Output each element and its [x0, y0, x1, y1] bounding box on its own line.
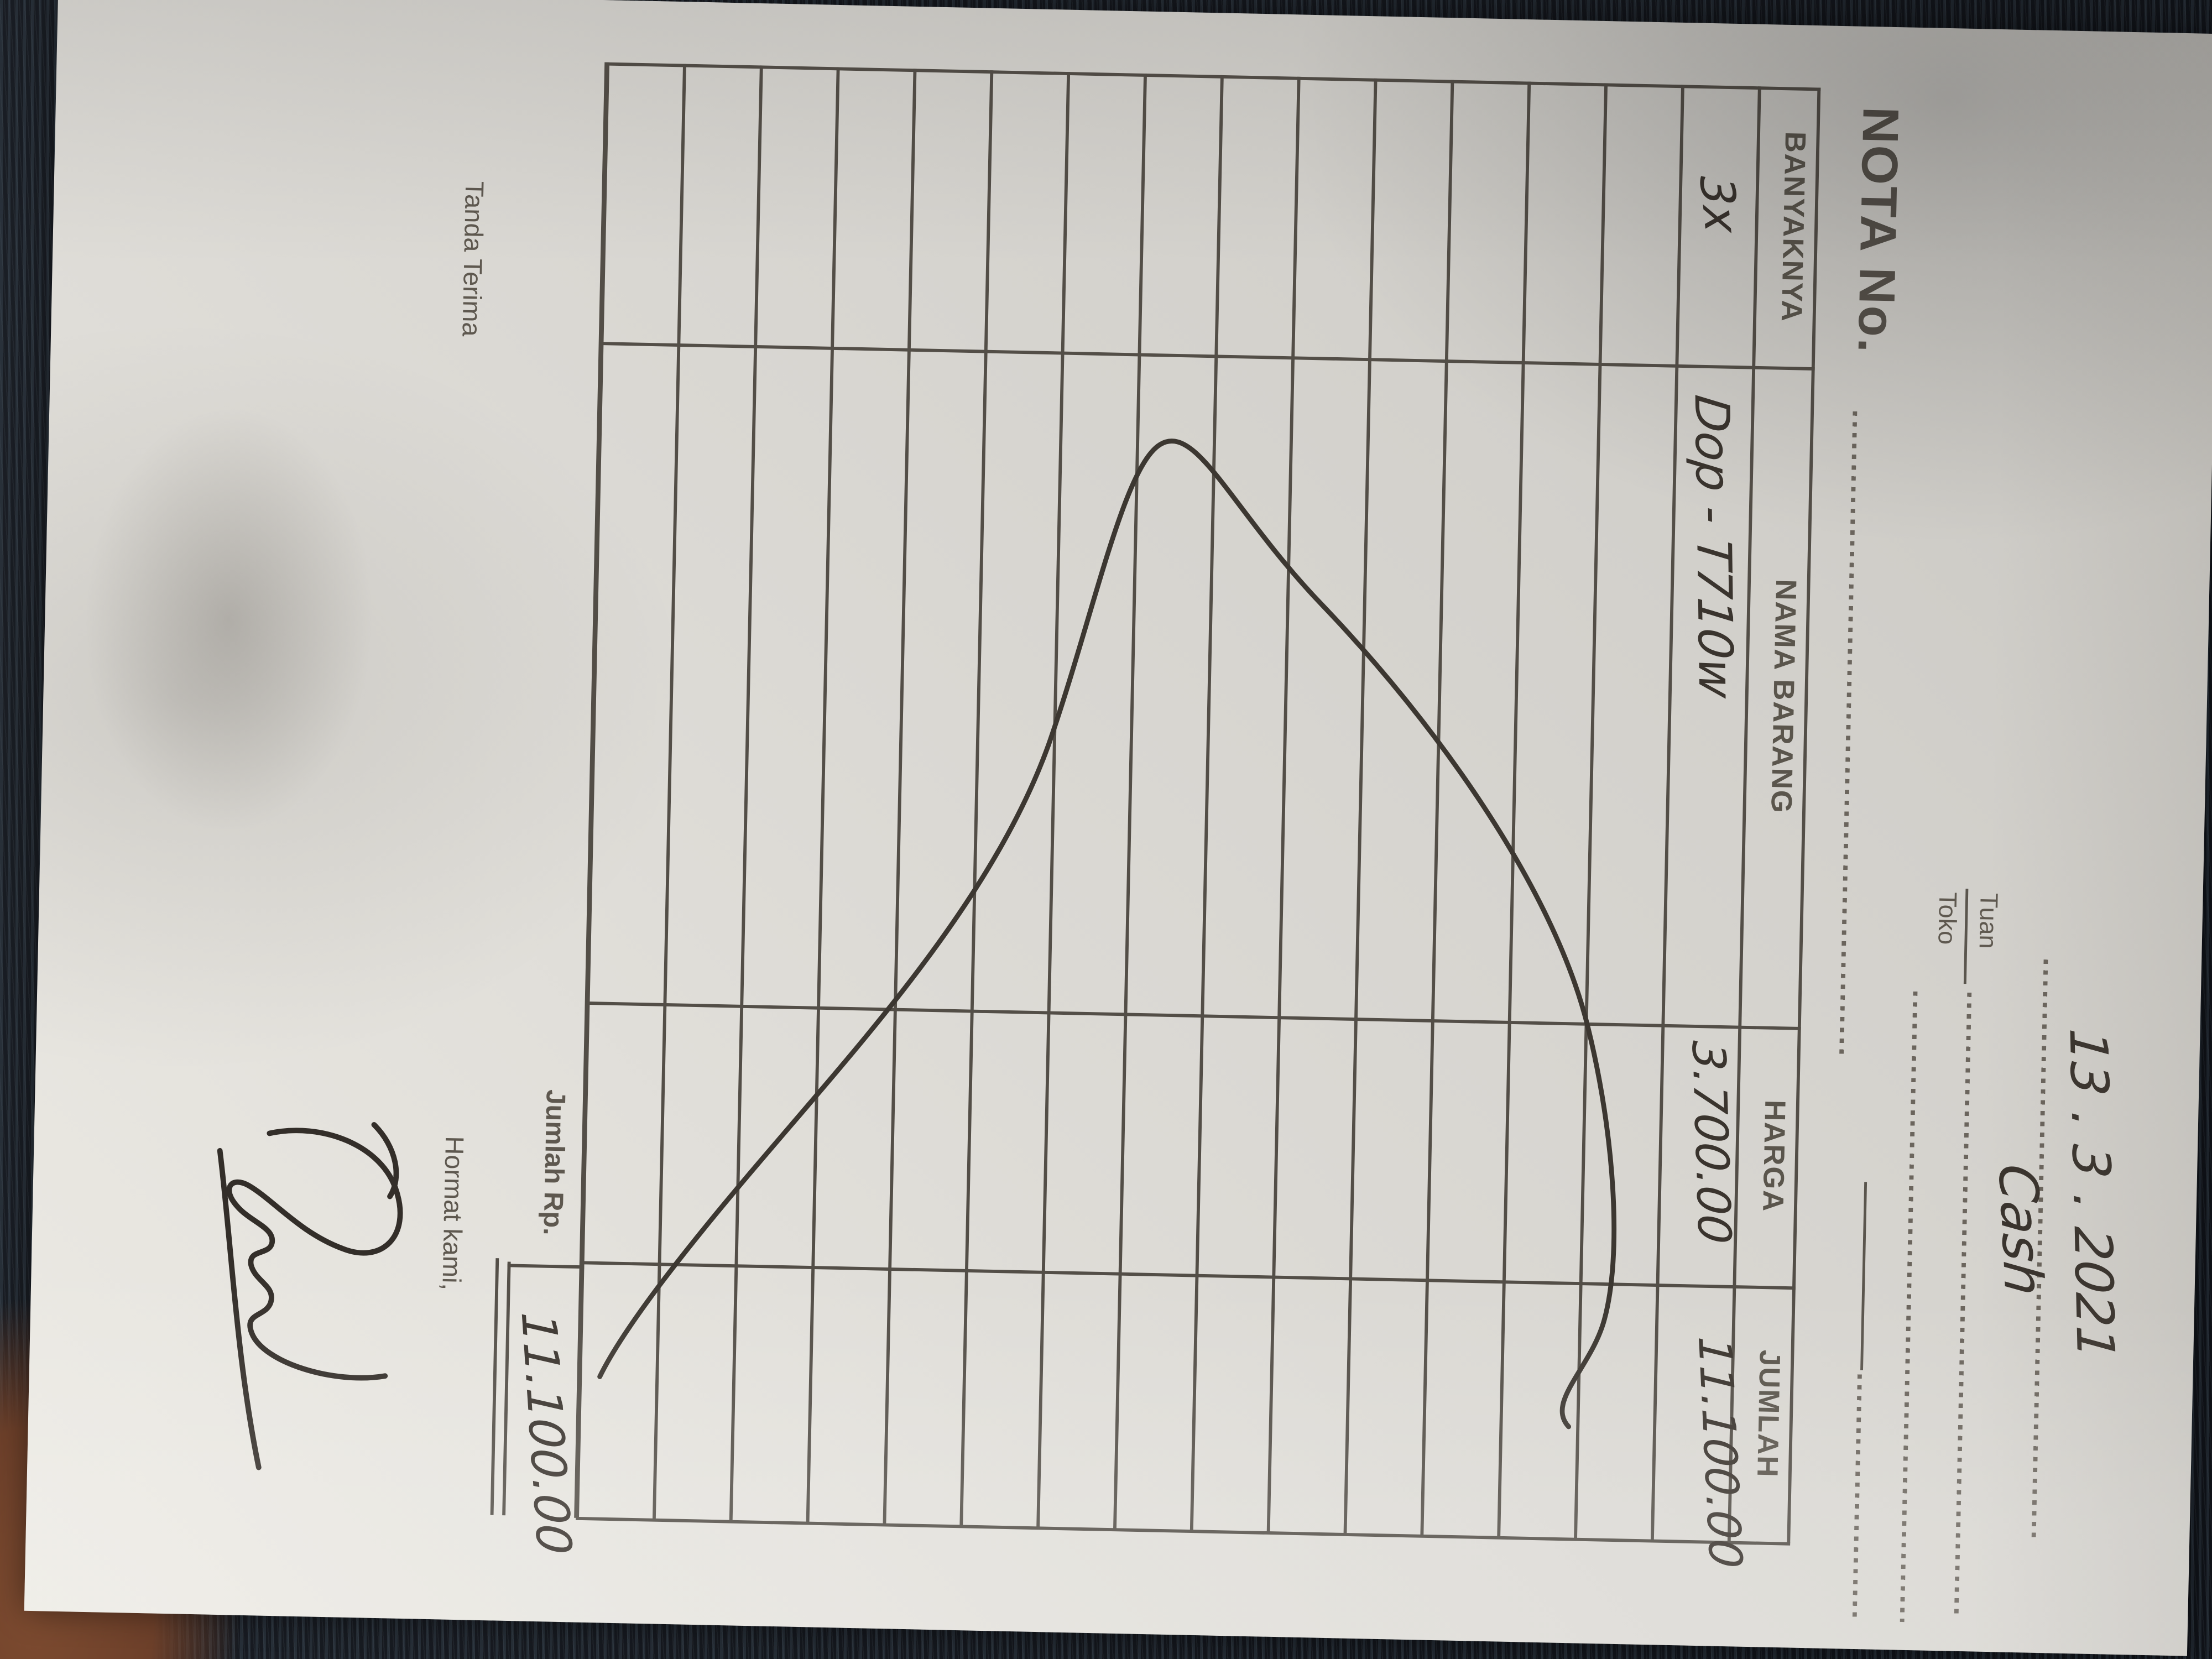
table-row-line	[1574, 83, 1608, 1539]
table-row-lines	[652, 34, 2212, 1656]
receipt-paper: 13 . 3 . 2021 Tuan Toko Cash NOTA No. BA…	[24, 0, 2212, 1656]
table-row-line	[1420, 80, 1454, 1536]
total-box-bottom-line-2	[490, 1258, 499, 1515]
date-handwriting: 13 . 3 . 2021	[2057, 1026, 2126, 1362]
total-amount-handwriting: 11.100.00	[510, 1311, 583, 1556]
table-row-line	[806, 67, 840, 1523]
col-divider-item-price	[586, 1001, 1801, 1030]
payment-handwriting: Cash	[1986, 1162, 2054, 1298]
secondary-rule-dots	[1852, 1374, 1862, 1623]
table-row-line	[1113, 73, 1147, 1530]
secondary-rule-solid	[1860, 1182, 1867, 1370]
table-row-line	[1266, 76, 1301, 1533]
tanda-terima-label: Tanda Terima	[456, 181, 489, 337]
header-harga: HARGA	[1756, 1099, 1792, 1213]
toko-label: Toko	[1933, 891, 1963, 945]
table-row-line	[883, 69, 917, 1525]
signature	[217, 1121, 403, 1470]
col-divider-price-amount	[581, 1261, 1796, 1290]
void-swoosh-stroke	[597, 439, 1617, 1430]
toko-dotted-line	[1900, 991, 1918, 1623]
table-row-line	[1343, 78, 1378, 1535]
table-left-border	[606, 62, 1821, 91]
total-box-bottom-line-1	[502, 1261, 511, 1516]
row1-amount-handwriting: 11.100.00	[1688, 1335, 1752, 1570]
row1-qty-handwriting: 3x	[1688, 176, 1749, 233]
table-row-line	[1190, 75, 1224, 1531]
total-label: Jumlah Rp.	[538, 1089, 571, 1236]
header-banyaknya: BANYAKNYA	[1775, 131, 1812, 323]
nota-dotted-line	[1839, 411, 1858, 1056]
table-row-line	[1650, 85, 1684, 1541]
nota-title: NOTA No.	[1847, 106, 1910, 355]
table-right-border	[576, 1516, 1791, 1546]
table-row-line	[959, 70, 994, 1526]
hormat-kami-label: Hormat kami,	[436, 1135, 469, 1291]
row1-price-handwriting: 3.700.00	[1682, 1039, 1741, 1246]
col-divider-qty-item	[600, 342, 1815, 371]
total-box-left-border	[507, 1264, 585, 1269]
table-row-line	[1036, 72, 1071, 1528]
header-jumlah: JUMLAH	[1751, 1349, 1786, 1479]
table-row-line	[652, 64, 686, 1520]
tuan-toko-divider-rule	[1963, 888, 1969, 984]
row1-item-handwriting: Dop - T710w	[1684, 392, 1744, 701]
tuan-dotted-line	[1954, 992, 1972, 1619]
tuan-label: Tuan	[1974, 893, 2004, 950]
table-row-line	[729, 65, 763, 1521]
table-row-line	[1497, 81, 1531, 1537]
table-bottom-border	[574, 62, 610, 1518]
